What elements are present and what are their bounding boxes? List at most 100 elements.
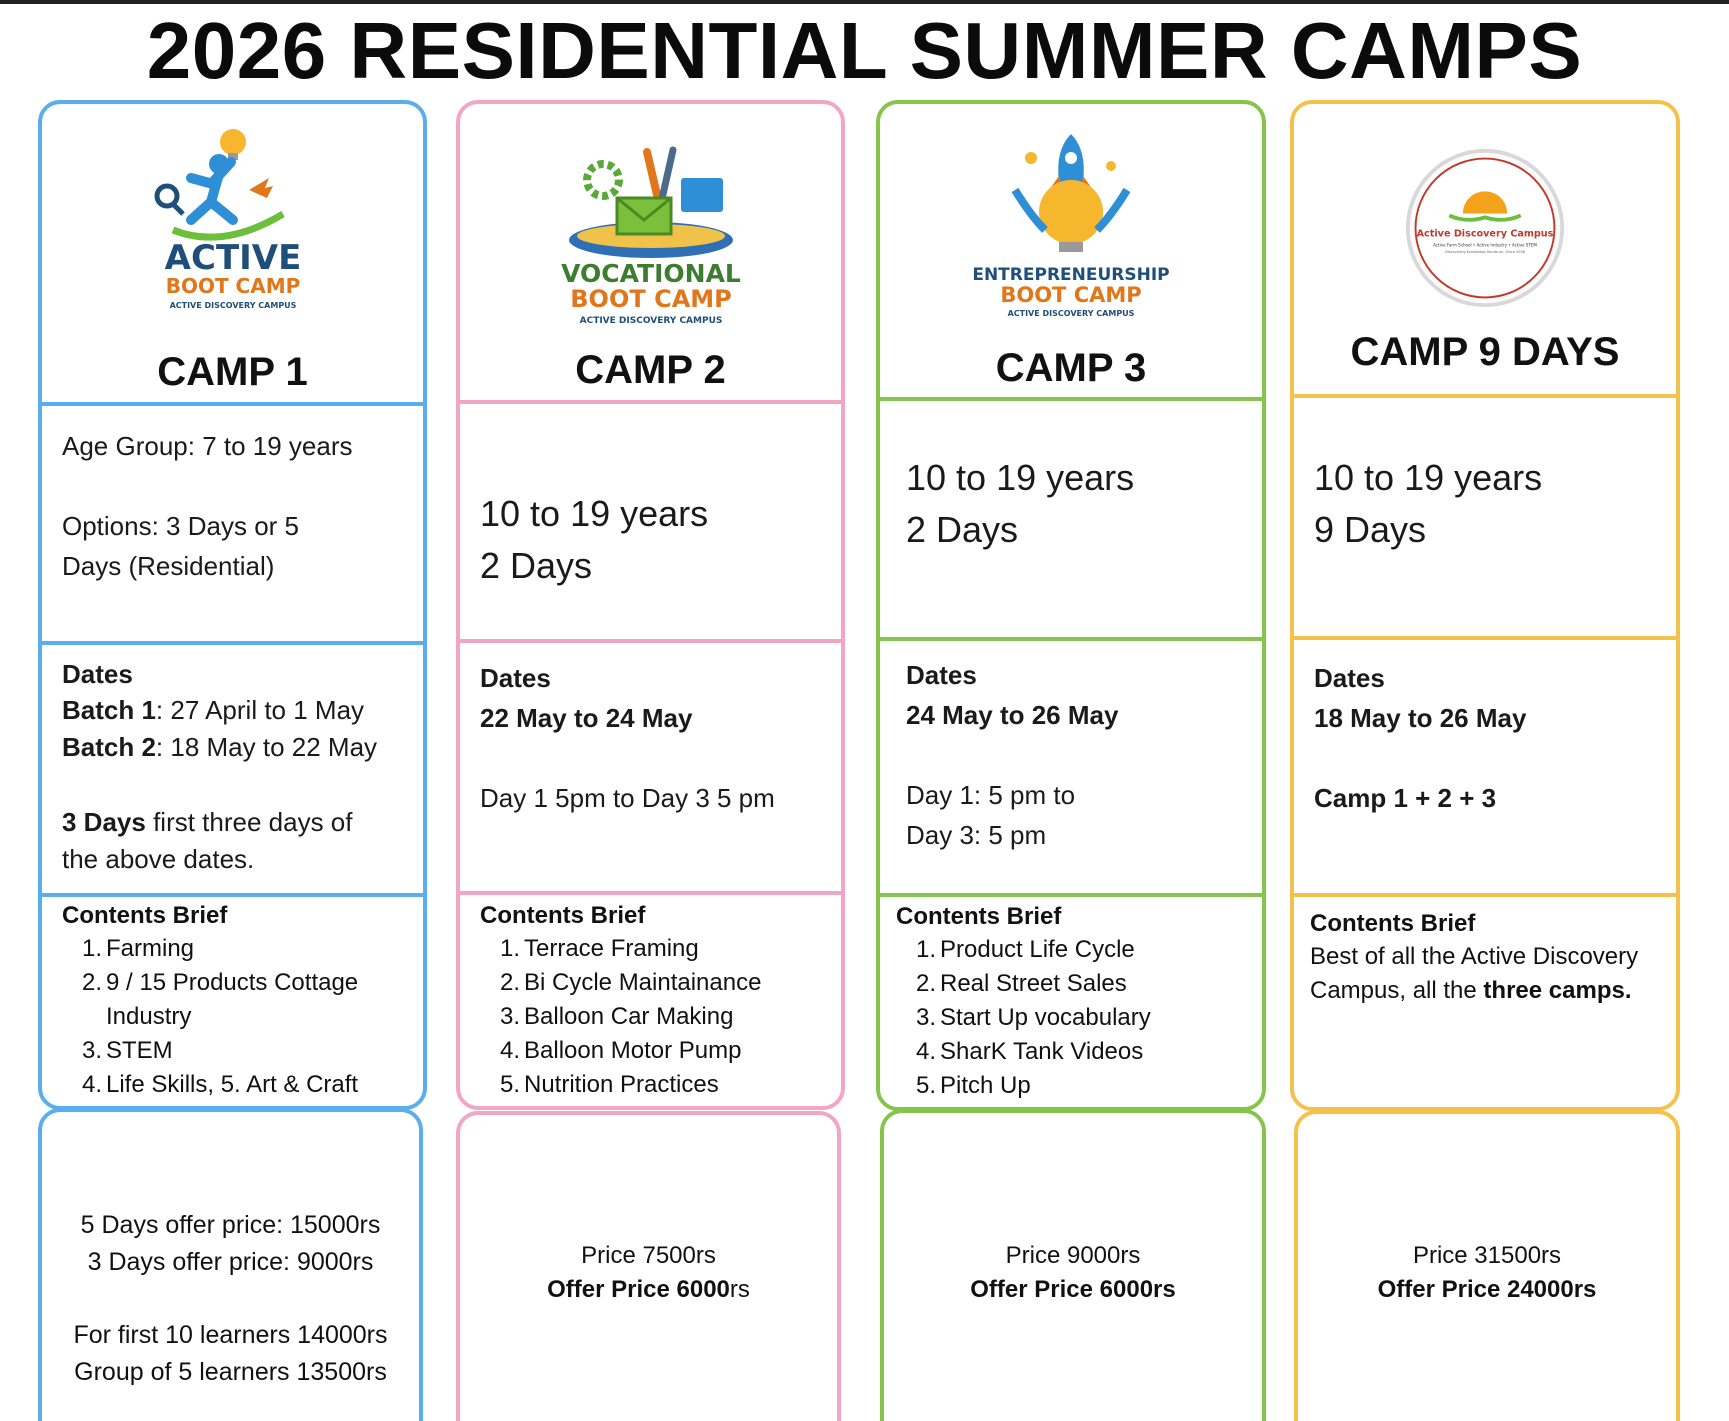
camp1-divider-1 — [42, 402, 423, 406]
camp3-age: 10 to 19 years — [906, 457, 1135, 498]
camp1-batch2: Batch 2: 18 May to 22 May — [62, 732, 378, 762]
camp3-label: CAMP 3 — [995, 346, 1147, 390]
list-item: 3. Balloon Car Making — [499, 1003, 734, 1030]
list-item: 2. 9 / 15 Products Cottage — [81, 969, 359, 996]
camp2-brief: Contents Brief 1. Terrace Framing 2. Bi Cy… — [480, 900, 841, 1102]
list-item: 2. Real Street Sales — [915, 970, 1127, 997]
camp2-divider-1 — [460, 400, 841, 404]
camp2-duration: 2 Days — [480, 545, 593, 586]
camp1-age: Age Group: 7 to 19 years — [62, 431, 353, 461]
camp9-main-card: Active Discovery Campus Active Farm Scho… — [1290, 100, 1680, 1111]
camp9-divider-1 — [1294, 394, 1676, 398]
camp9-dates-range: 18 May to 26 May — [1314, 703, 1527, 733]
list-item: 2. Bi Cycle Maintainance — [499, 969, 762, 996]
camp3-price: Price 9000rs Offer Price 6000rs — [884, 1239, 1262, 1307]
camp9-brief-line2: Campus, all the three camps. — [1310, 977, 1632, 1004]
svg-text:BOOT CAMP: BOOT CAMP — [570, 285, 731, 313]
svg-text:ACTIVE DISCOVERY CAMPUS: ACTIVE DISCOVERY CAMPUS — [169, 301, 296, 310]
camp3-dates-detail-2: Day 3: 5 pm — [906, 820, 1047, 850]
svg-text:VOCATIONAL: VOCATIONAL — [561, 259, 741, 288]
svg-text:ACTIVE DISCOVERY CAMPUS: ACTIVE DISCOVERY CAMPUS — [1008, 309, 1135, 318]
list-item: 5. Pitch Up — [915, 1072, 1031, 1099]
camp3-price-offer: Offer Price 6000rs — [970, 1276, 1176, 1303]
camp2-age: 10 to 19 years — [480, 493, 709, 534]
list-item: 3. Start Up vocabulary — [915, 1004, 1151, 1031]
camp9-brief: Contents Brief Best of all the Active Di… — [1310, 908, 1676, 1008]
camp1-logo: ACTIVE BOOT CAMP ACTIVE DISCOVERY CAMPUS — [42, 122, 423, 322]
camp1-divider-3 — [42, 893, 423, 897]
svg-text:ACTIVE: ACTIVE — [164, 238, 301, 278]
camp2-dates-heading: Dates — [480, 663, 551, 693]
camp3-divider-3 — [880, 893, 1262, 897]
list-item: 1. Product Life Cycle — [915, 936, 1135, 963]
camp1-dates-note: 3 Days first three days of — [62, 807, 353, 837]
camp3-logo: ENTREPRENEURSHIP BOOT CAMP ACTIVE DISCOV… — [880, 120, 1262, 320]
camp9-price: Price 31500rs Offer Price 24000rs — [1298, 1239, 1676, 1307]
camp9-duration: 9 Days — [1314, 509, 1427, 550]
svg-text:ACTIVE DISCOVERY CAMPUS: ACTIVE DISCOVERY CAMPUS — [579, 316, 722, 326]
camp3-price-regular: Price 9000rs — [1005, 1242, 1141, 1269]
list-item: 1. Farming — [81, 935, 195, 962]
svg-text:ENTREPRENEURSHIP: ENTREPRENEURSHIP — [972, 265, 1169, 285]
camp9-price-card: Price 31500rs Offer Price 24000rs — [1294, 1110, 1680, 1421]
list-item: 4. SharK Tank Videos — [915, 1038, 1144, 1065]
camp3-info: 10 to 19 years 2 Days — [906, 452, 1262, 556]
camp9-dates-combo: Camp 1 + 2 + 3 — [1314, 783, 1497, 813]
camp3-dates-heading: Dates — [906, 660, 977, 690]
camp3-price-card: Price 9000rs Offer Price 6000rs — [880, 1109, 1266, 1421]
camp3-dates-detail-1: Day 1: 5 pm to — [906, 780, 1076, 810]
camp1-dates-note-2: the above dates. — [62, 844, 255, 874]
camp1-dates-heading: Dates — [62, 659, 133, 689]
camp9-divider-3 — [1294, 893, 1676, 897]
camp2-divider-3 — [460, 891, 841, 895]
camp2-dates-range: 22 May to 24 May — [480, 703, 693, 733]
svg-text:Active Farm School • Active In: Active Farm School • Active Industry • A… — [1433, 242, 1537, 247]
camp2-logo: VOCATIONAL BOOT CAMP ACTIVE DISCOVERY CA… — [460, 132, 841, 332]
camp3-divider-2 — [880, 637, 1262, 641]
camp2-divider-2 — [460, 639, 841, 643]
camp9-price-offer: Offer Price 24000rs — [1377, 1276, 1597, 1303]
list-item: Industry — [106, 1003, 192, 1030]
sunrise-seal-icon: Active Discovery Campus Active Farm Scho… — [1405, 148, 1565, 308]
camp3-duration: 2 Days — [906, 509, 1019, 550]
camp2-dates: Dates 22 May to 24 May Day 1 5pm to Day … — [480, 658, 841, 818]
camp3-brief: Contents Brief 1. Product Life Cycle 2. Re… — [896, 901, 1262, 1103]
camp9-age: 10 to 19 years — [1314, 457, 1543, 498]
svg-text:Active Discovery Campus: Active Discovery Campus — [1417, 229, 1554, 240]
camp1-price-3days: 3 Days offer price: 9000rs — [87, 1248, 374, 1276]
camp1-dates: Dates Batch 1: 27 April to 1 May Batch 2… — [62, 656, 423, 878]
camp9-dates: Dates 18 May to 26 May Camp 1 + 2 + 3 — [1314, 658, 1676, 818]
camp9-label: CAMP 9 DAYS — [1350, 330, 1620, 374]
tools-envelope-icon: VOCATIONAL BOOT CAMP ACTIVE DISCOVERY CA… — [561, 146, 741, 326]
camp2-price-card: Price 7500rs Offer Price 6000rs — [456, 1111, 841, 1421]
list-item: 3. STEM — [81, 1037, 173, 1064]
camp9-info: 10 to 19 years 9 Days — [1314, 452, 1676, 556]
camp2-price-regular: Price 7500rs — [581, 1242, 716, 1269]
camp9-brief-line1: Best of all the Active Discovery — [1310, 943, 1639, 970]
svg-text:BOOT CAMP: BOOT CAMP — [1000, 283, 1141, 307]
camp1-main-card: ACTIVE BOOT CAMP ACTIVE DISCOVERY CAMPUS… — [38, 100, 427, 1110]
camp2-main-card: VOCATIONAL BOOT CAMP ACTIVE DISCOVERY CA… — [456, 100, 845, 1110]
camp1-options: Options: 3 Days or 5 — [62, 511, 299, 541]
rocket-lightbulb-icon: ENTREPRENEURSHIP BOOT CAMP ACTIVE DISCOV… — [972, 134, 1170, 318]
camp2-price-offer: Offer Price 6000rs — [547, 1276, 750, 1303]
list-item: 1. Terrace Framing — [499, 935, 699, 962]
svg-text:Discovering Knowledge Hands-on: Discovering Knowledge Hands-on, Since 20… — [1445, 250, 1525, 254]
camp3-dates-range: 24 May to 26 May — [906, 700, 1119, 730]
camp1-info: Age Group: 7 to 19 years Options: 3 Days… — [62, 426, 423, 586]
camp1-brief-heading: Contents Brief — [62, 902, 228, 929]
camp1-price: 5 Days offer price: 15000rs 3 Days offer… — [42, 1207, 419, 1391]
camp9-logo: Active Discovery Campus Active Farm Scho… — [1294, 146, 1676, 310]
list-item: 4. Balloon Motor Pump — [499, 1037, 742, 1064]
camp1-price-card: 5 Days offer price: 15000rs 3 Days offer… — [38, 1108, 423, 1421]
camp2-dates-detail: Day 1 5pm to Day 3 5 pm — [480, 783, 775, 813]
camp1-batch1: Batch 1: 27 April to 1 May — [62, 695, 365, 725]
top-rule — [0, 0, 1729, 4]
camp3-dates: Dates 24 May to 26 May Day 1: 5 pm to Da… — [906, 655, 1262, 855]
camp2-label: CAMP 2 — [575, 348, 726, 392]
svg-text:BOOT CAMP: BOOT CAMP — [165, 274, 300, 298]
camp9-brief-heading: Contents Brief — [1310, 910, 1476, 937]
runner-lightbulb-icon: ACTIVE BOOT CAMP ACTIVE DISCOVERY CAMPUS — [154, 129, 301, 310]
camp3-divider-1 — [880, 397, 1262, 401]
camp2-info: 10 to 19 years 2 Days — [480, 488, 841, 592]
